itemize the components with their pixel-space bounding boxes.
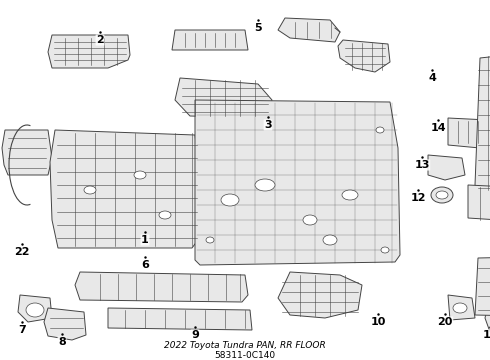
Ellipse shape xyxy=(84,186,96,194)
Text: 5: 5 xyxy=(254,23,262,33)
Text: 8: 8 xyxy=(58,337,66,347)
Text: 6: 6 xyxy=(141,260,149,270)
Text: 22: 22 xyxy=(14,247,30,257)
Polygon shape xyxy=(448,118,490,148)
Polygon shape xyxy=(338,40,390,72)
Polygon shape xyxy=(172,30,248,50)
Polygon shape xyxy=(278,272,362,318)
Text: 13: 13 xyxy=(415,160,430,170)
Ellipse shape xyxy=(255,179,275,191)
Polygon shape xyxy=(108,308,252,330)
Ellipse shape xyxy=(221,194,239,206)
Polygon shape xyxy=(468,185,490,222)
Text: 20: 20 xyxy=(437,317,453,327)
Text: 58311-0C140: 58311-0C140 xyxy=(215,351,275,360)
Polygon shape xyxy=(50,130,200,248)
Polygon shape xyxy=(195,100,400,265)
Ellipse shape xyxy=(303,215,317,225)
Polygon shape xyxy=(475,52,490,195)
Polygon shape xyxy=(428,155,465,180)
Ellipse shape xyxy=(342,190,358,200)
Ellipse shape xyxy=(376,127,384,133)
Polygon shape xyxy=(75,272,248,302)
Polygon shape xyxy=(18,295,52,322)
Ellipse shape xyxy=(453,303,467,313)
Text: 2: 2 xyxy=(96,35,104,45)
Ellipse shape xyxy=(26,303,44,317)
Ellipse shape xyxy=(206,237,214,243)
Ellipse shape xyxy=(134,171,146,179)
Ellipse shape xyxy=(159,211,171,219)
Polygon shape xyxy=(175,78,272,118)
Text: 1: 1 xyxy=(141,235,149,245)
Text: 10: 10 xyxy=(370,317,386,327)
Text: 9: 9 xyxy=(191,330,199,340)
Text: 14: 14 xyxy=(430,123,446,133)
Text: 2022 Toyota Tundra PAN, RR FLOOR: 2022 Toyota Tundra PAN, RR FLOOR xyxy=(164,342,326,351)
Ellipse shape xyxy=(381,247,389,253)
Polygon shape xyxy=(2,130,52,175)
Text: 4: 4 xyxy=(428,73,436,83)
Text: 3: 3 xyxy=(264,120,272,130)
Polygon shape xyxy=(448,295,475,320)
Polygon shape xyxy=(475,255,490,318)
Text: 19: 19 xyxy=(482,330,490,340)
Ellipse shape xyxy=(431,187,453,203)
Polygon shape xyxy=(44,308,86,340)
Text: 12: 12 xyxy=(410,193,426,203)
Ellipse shape xyxy=(436,191,448,199)
Text: 7: 7 xyxy=(18,325,26,335)
Polygon shape xyxy=(48,35,130,68)
Ellipse shape xyxy=(323,235,337,245)
Polygon shape xyxy=(278,18,340,42)
Polygon shape xyxy=(485,305,490,332)
